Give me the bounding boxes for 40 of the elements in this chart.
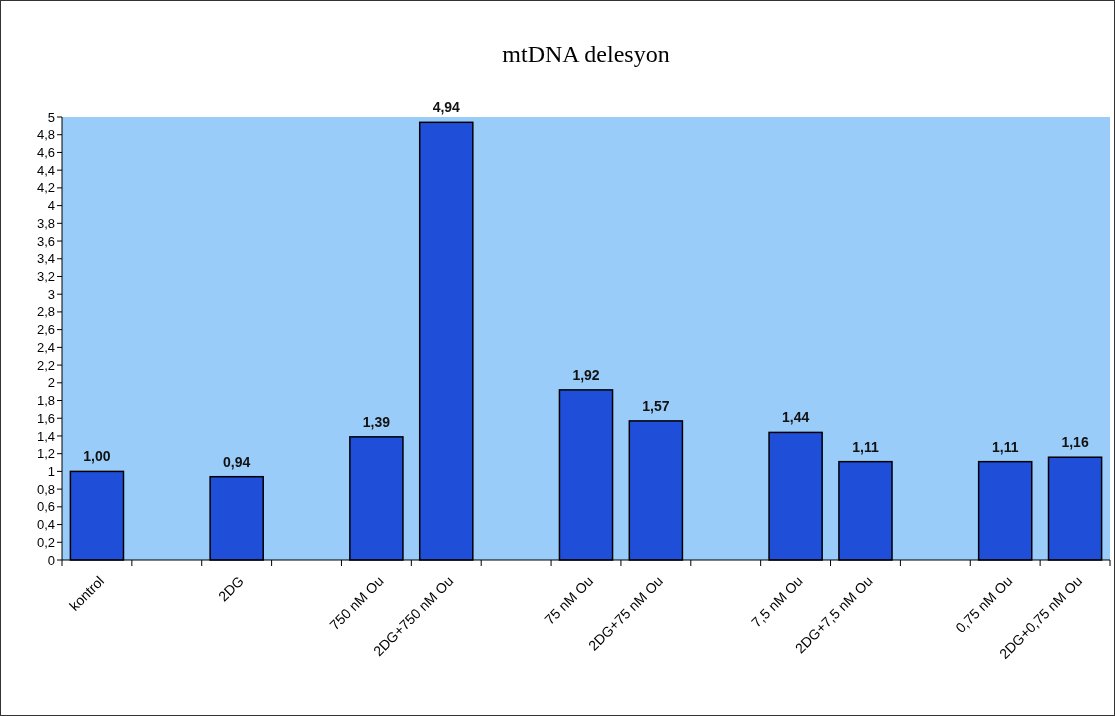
y-tick-label: 4,8 (36, 127, 55, 143)
y-tick-label: 2 (47, 375, 55, 391)
y-tick-label: 3,2 (36, 269, 55, 285)
data-label: 1,16 (1061, 434, 1089, 451)
data-label: 1,57 (642, 397, 670, 414)
y-tick-label: 1,8 (36, 393, 55, 409)
y-tick-label: 4,2 (36, 180, 55, 196)
y-tick-label: 1 (47, 463, 55, 479)
y-tick-label: 0,2 (36, 534, 55, 550)
data-label: 1,11 (991, 438, 1019, 455)
y-tick-label: 2,8 (36, 304, 55, 320)
data-label: 1,00 (83, 448, 111, 465)
y-tick-label: 4 (47, 198, 55, 214)
y-tick-label: 0 (47, 552, 55, 568)
y-tick-label: 4,6 (36, 144, 55, 160)
data-label: 1,44 (781, 409, 810, 426)
data-label: 1,11 (852, 438, 879, 455)
y-tick-label: 3,4 (36, 251, 55, 267)
chart-title: mtDNA delesyon (502, 41, 670, 67)
data-label: 0,94 (223, 453, 251, 470)
y-tick-label: 3,8 (36, 215, 55, 231)
y-tick-label: 2,6 (36, 322, 55, 338)
y-tick-label: 1,2 (36, 446, 55, 462)
y-tick-label: 2,2 (36, 357, 55, 373)
y-tick-label: 3 (47, 286, 55, 302)
data-label: 1,92 (572, 366, 600, 383)
y-tick-label: 1,6 (36, 410, 55, 426)
y-tick-label: 4,4 (36, 162, 55, 178)
y-tick-label: 5 (47, 109, 55, 125)
data-label: 1,39 (362, 413, 391, 430)
y-tick-label: 0,6 (36, 499, 55, 515)
y-tick-label: 1,4 (36, 428, 55, 444)
x-tick-label: 75 nM Ou (541, 572, 597, 628)
data-label: 4,94 (432, 99, 461, 116)
y-tick-label: 0,8 (36, 481, 55, 497)
y-tick-label: 0,4 (36, 517, 55, 533)
x-tick-label: 7,5 nM Ou (748, 572, 806, 631)
y-tick-label: 3,6 (36, 233, 55, 249)
x-tick-label: 750 nM Ou (326, 572, 387, 634)
y-tick-label: 2,4 (36, 339, 55, 355)
